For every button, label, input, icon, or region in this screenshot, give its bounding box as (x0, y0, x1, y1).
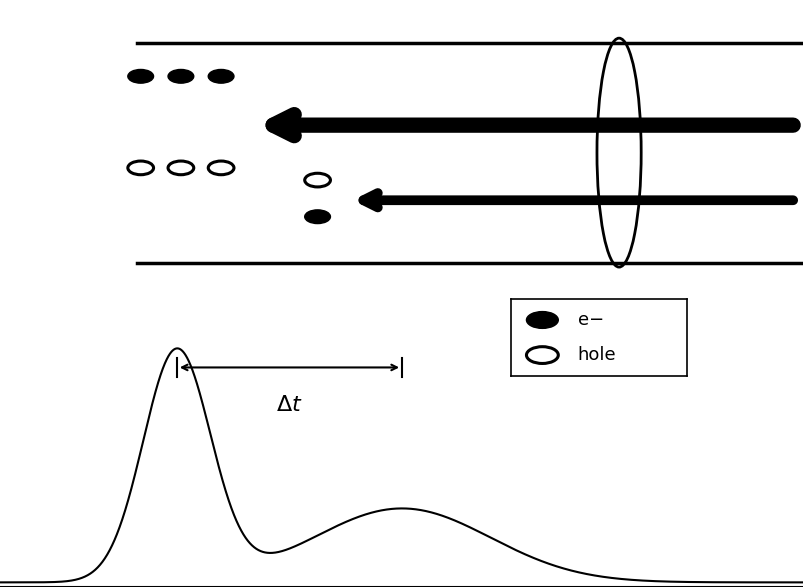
Ellipse shape (208, 69, 234, 83)
Text: e−: e− (577, 311, 603, 329)
Ellipse shape (168, 69, 194, 83)
Ellipse shape (304, 210, 330, 224)
Text: $\Delta t$: $\Delta t$ (275, 395, 303, 415)
Ellipse shape (526, 312, 557, 328)
Text: hole: hole (577, 346, 616, 364)
Ellipse shape (128, 69, 153, 83)
